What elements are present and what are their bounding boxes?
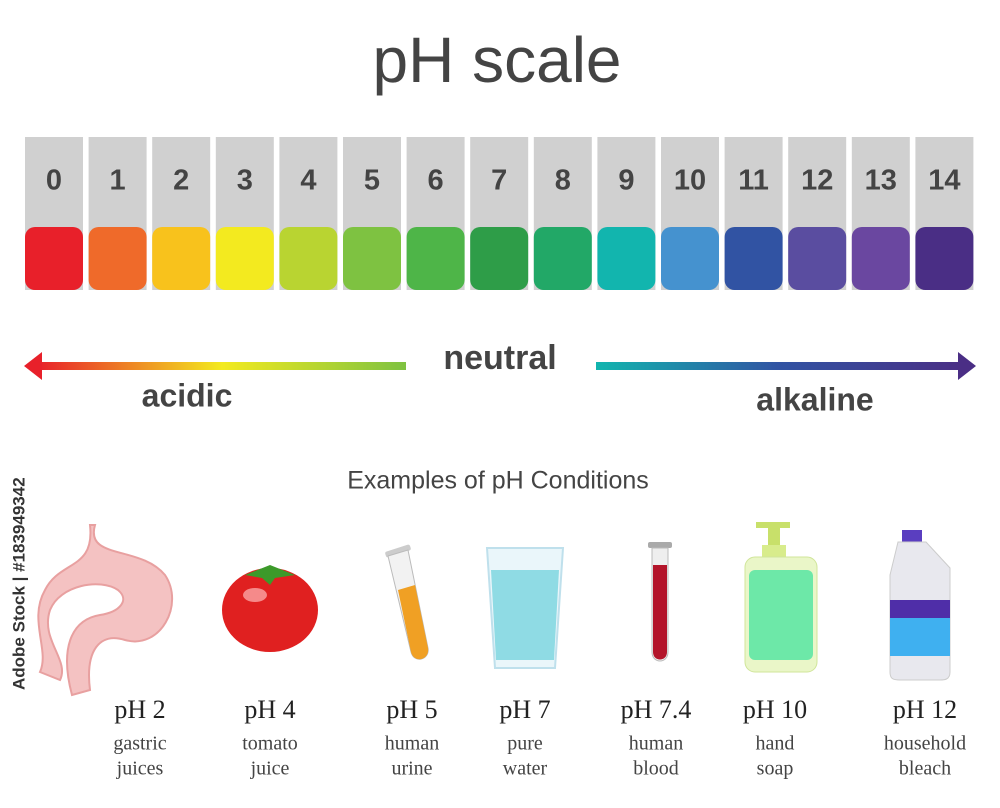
alkaline-arrow	[596, 362, 962, 370]
arrow-head	[24, 352, 42, 380]
example-ph: pH 7.4	[621, 695, 692, 724]
example-desc: urine	[391, 758, 432, 780]
example-ph: pH 2	[114, 695, 165, 724]
examples-title: Examples of pH Conditions	[347, 467, 649, 495]
scale-color	[470, 227, 529, 290]
acidic-arrow	[38, 362, 406, 370]
water-glass-icon	[485, 547, 565, 669]
scale-label: 3	[237, 165, 253, 197]
example-desc: juices	[116, 758, 164, 780]
watermark: Adobe Stock | #183949342	[9, 477, 28, 690]
example-desc: gastric	[113, 733, 166, 755]
example-ph: pH 7	[499, 695, 550, 724]
scale-color	[152, 227, 211, 290]
scale-color	[661, 227, 719, 290]
scale-color	[597, 227, 656, 290]
example-ph: pH 12	[893, 695, 957, 724]
tomato-icon	[222, 565, 318, 652]
soap-icon	[744, 522, 818, 673]
scale-color	[279, 227, 338, 290]
arrow-head	[958, 352, 976, 380]
scale-color	[915, 227, 974, 290]
title: pH scale	[373, 24, 622, 96]
scale-label: 5	[364, 165, 380, 197]
scale-color	[851, 227, 910, 290]
example-desc: water	[503, 758, 548, 780]
example-desc: juice	[250, 758, 290, 780]
scale-label: 7	[491, 165, 507, 197]
examples: pH 2 gastric juices pH 4 tomato juice pH 5 huma…	[113, 695, 966, 780]
scale-color	[406, 227, 465, 290]
scale-color	[724, 227, 783, 290]
scale-label: 9	[618, 165, 634, 197]
blood-tube-icon	[648, 542, 672, 662]
urine-tube-icon	[385, 544, 429, 660]
example-desc: pure	[507, 733, 543, 755]
example-desc: bleach	[899, 758, 951, 780]
scale-label: 13	[865, 165, 897, 197]
neutral-label: neutral	[443, 339, 556, 377]
example-ph: pH 10	[743, 695, 807, 724]
example-ph: pH 4	[244, 695, 295, 724]
scale-color	[788, 227, 847, 290]
scale-label: 1	[110, 165, 126, 197]
stomach-icon	[37, 524, 174, 697]
scale: 0 1 2 3 4 5 6 7 8 9 10 11 12 13 14	[25, 137, 974, 290]
alkaline-label: alkaline	[756, 381, 873, 417]
example-desc: human	[385, 733, 439, 755]
scale-color	[88, 227, 147, 290]
scale-label: 12	[801, 165, 833, 197]
scale-color	[215, 227, 274, 290]
scale-color	[343, 227, 401, 290]
scale-label: 6	[428, 165, 444, 197]
scale-label: 4	[300, 165, 316, 197]
scale-label: 2	[173, 165, 189, 197]
scale-label: 0	[46, 165, 62, 197]
acidic-label: acidic	[142, 377, 233, 413]
bleach-icon	[889, 530, 951, 681]
example-ph: pH 5	[386, 695, 437, 724]
example-desc: tomato	[242, 733, 298, 755]
example-desc: soap	[757, 758, 794, 780]
scale-color	[533, 227, 592, 290]
example-desc: household	[884, 733, 966, 755]
scale-label: 14	[928, 165, 960, 197]
scale-label: 11	[738, 165, 769, 197]
example-desc: hand	[756, 733, 795, 755]
scale-label: 8	[555, 165, 571, 197]
scale-color	[25, 227, 83, 290]
scale-label: 10	[674, 165, 706, 197]
example-desc: blood	[633, 758, 679, 780]
example-desc: human	[629, 733, 683, 755]
